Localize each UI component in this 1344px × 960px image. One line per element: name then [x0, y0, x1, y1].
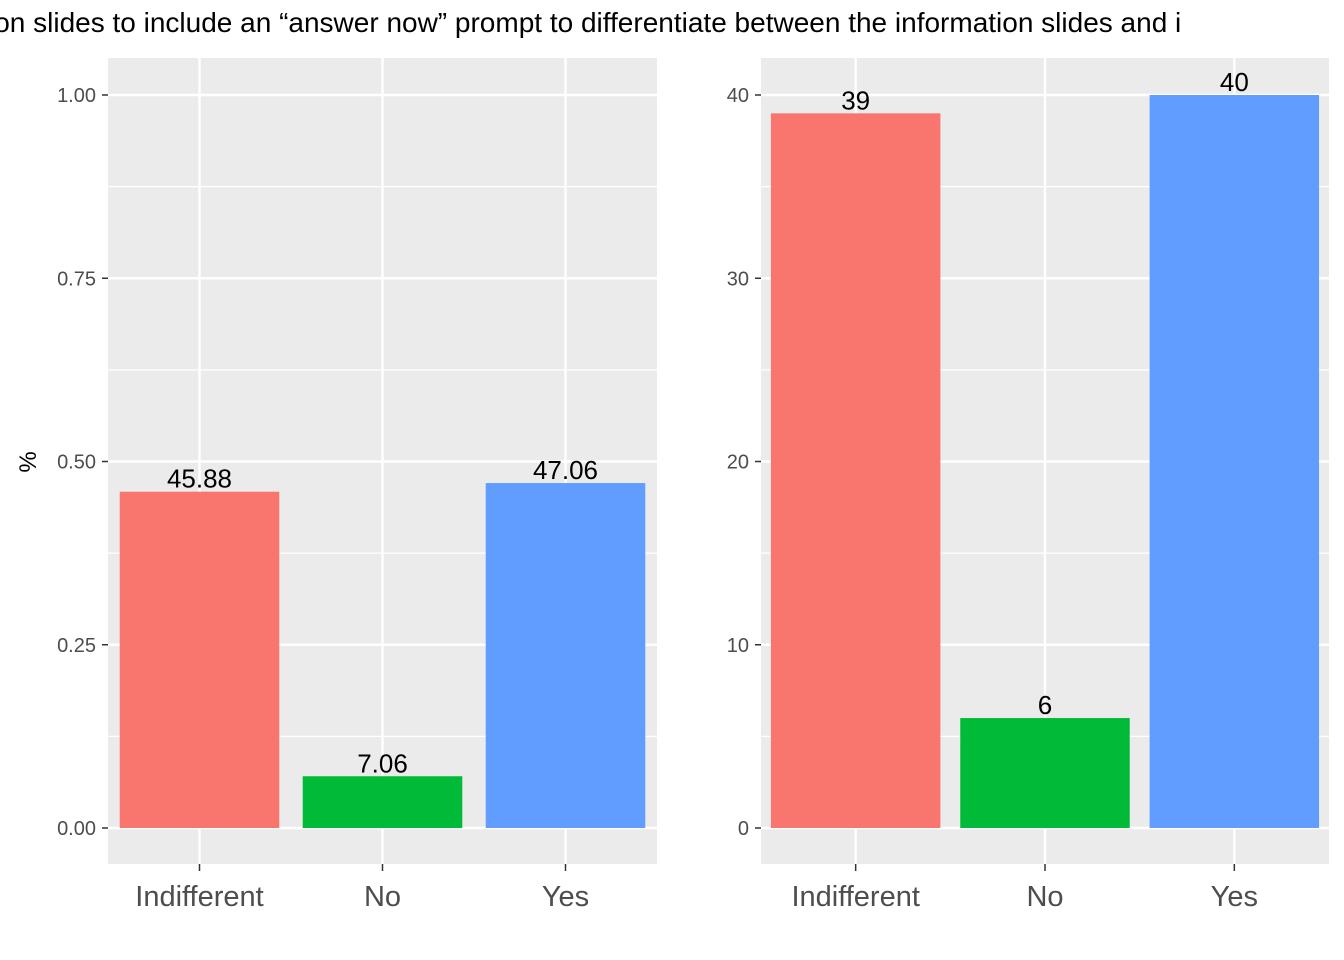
x-tick-label: Indifferent — [135, 881, 263, 913]
x-tick-label: Yes — [542, 881, 589, 913]
y-tick-label: 40 — [727, 85, 749, 107]
y-tick-label: 30 — [727, 268, 749, 290]
bar-data-label: 47.06 — [533, 455, 598, 485]
bar-data-label: 40 — [1220, 67, 1249, 97]
y-tick-label: 0 — [738, 818, 749, 840]
bar-no — [960, 718, 1130, 828]
bar-yes — [485, 483, 646, 828]
y-tick-label: 20 — [727, 452, 749, 474]
bar-no — [302, 776, 463, 828]
chart-panel-left: 0.00 0.25 0.50 0.75 1.00 45.88 Indifferent 7.06… — [57, 58, 657, 913]
bar-data-label: 39 — [841, 85, 870, 115]
x-tick-label: Yes — [1211, 881, 1258, 913]
y-axis-label: % — [15, 451, 42, 472]
bar-yes — [1149, 95, 1320, 828]
y-tick-label: 0.50 — [57, 452, 96, 474]
bar-indifferent — [119, 491, 280, 828]
bar-data-label: 7.06 — [357, 748, 408, 778]
y-tick-label: 1.00 — [57, 85, 96, 107]
y-tick-label: 10 — [727, 635, 749, 657]
chart-title: ion slides to include an “answer now” pr… — [0, 7, 1181, 38]
bar-data-label: 6 — [1038, 690, 1052, 720]
bar-indifferent — [770, 113, 941, 828]
y-tick-label: 0.75 — [57, 268, 96, 290]
bar-data-label: 45.88 — [167, 464, 232, 494]
y-tick-label: 0.25 — [57, 635, 96, 657]
y-tick-label: 0.00 — [57, 818, 96, 840]
x-tick-label: No — [364, 881, 401, 913]
x-tick-label: No — [1026, 881, 1063, 913]
x-tick-label: Indifferent — [791, 881, 919, 913]
chart-panel-right: 0 10 20 30 40 39 Indifferent 6 No 40 Yes — [727, 58, 1329, 913]
